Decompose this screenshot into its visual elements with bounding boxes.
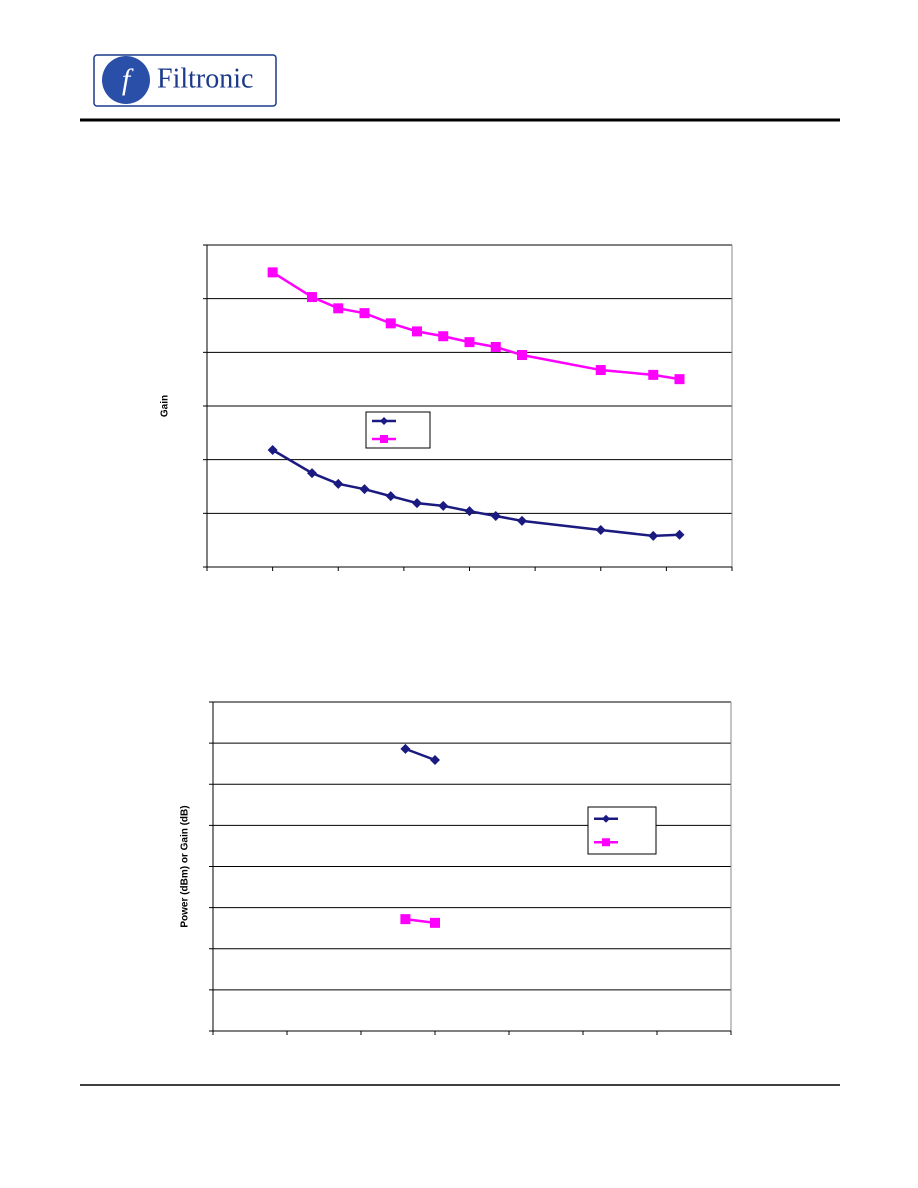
series-line [271, 271, 680, 381]
point-marker [385, 318, 396, 329]
point-marker [595, 365, 606, 376]
point-marker [430, 754, 440, 765]
point-marker [359, 308, 370, 319]
logo-text: Filtronic [157, 63, 253, 94]
logo: f Filtronic [93, 54, 277, 107]
point-marker [307, 468, 317, 479]
point-marker [490, 341, 501, 352]
point-marker [674, 529, 685, 540]
point-marker [438, 331, 449, 342]
y-axis-label: Gain [160, 395, 171, 417]
point-marker [412, 498, 422, 509]
y-axis-label: Power (dBm) or Gain (dB) [180, 805, 191, 927]
legend-box [365, 411, 431, 449]
legend [587, 806, 657, 855]
point-marker [412, 326, 422, 337]
point-marker [517, 515, 527, 526]
point-marker [333, 478, 344, 489]
point-marker [464, 506, 475, 517]
point-marker [517, 350, 527, 361]
point-marker [674, 374, 685, 385]
chart: Power (dBm) or Gain (dB) [180, 701, 732, 1035]
point-marker [400, 914, 411, 925]
series-line [271, 448, 680, 538]
series-line [404, 747, 436, 762]
legend [365, 411, 431, 449]
point-marker [438, 500, 449, 511]
legend-marker [380, 417, 388, 425]
legend-marker [380, 435, 388, 443]
point-marker [400, 743, 411, 754]
point-marker [595, 524, 606, 535]
point-marker [490, 511, 501, 522]
legend-marker [602, 814, 610, 823]
legend-box [587, 806, 657, 855]
logo-circle [102, 56, 150, 104]
point-marker [385, 491, 396, 502]
chart: Gain [160, 244, 733, 571]
point-marker [464, 337, 475, 348]
point-marker [307, 292, 317, 303]
point-marker [267, 445, 278, 456]
point-marker [648, 369, 659, 380]
point-marker [333, 303, 344, 314]
point-marker [359, 484, 370, 495]
point-marker [430, 917, 440, 928]
point-marker [267, 267, 278, 278]
legend-marker [602, 838, 610, 847]
point-marker [648, 530, 659, 541]
